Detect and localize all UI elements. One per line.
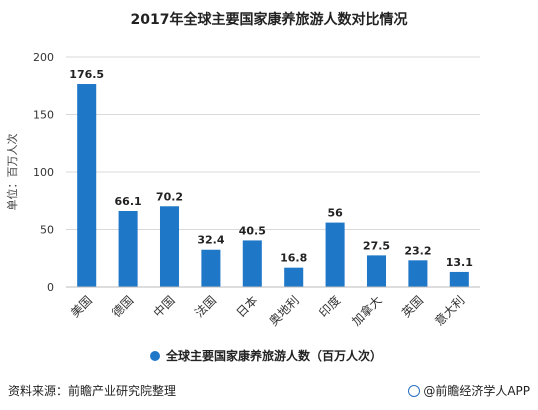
x-tick-label: 奥地利 (266, 293, 301, 328)
data-label: 40.5 (239, 224, 266, 237)
x-tick-label: 法国 (192, 293, 219, 320)
chart-title: 2017年全球主要国家康养旅游人数对比情况 (131, 11, 408, 28)
y-tick-labels: 0 50 100 150 200 (33, 51, 54, 294)
bar (408, 260, 428, 287)
bar (201, 249, 221, 287)
x-tick-label: 加拿大 (349, 293, 385, 329)
source-note: 资料来源：前瞻产业研究院整理 (8, 384, 177, 398)
legend-swatch (150, 351, 160, 361)
bar (118, 210, 138, 287)
bar (325, 222, 345, 287)
brand-logo-icon (408, 384, 421, 397)
bar (284, 267, 304, 287)
chart: 2017年全球主要国家康养旅游人数对比情况 0 50 100 150 200 单位：百万… (5, 11, 480, 363)
brand-credit: @前瞻经济学人APP (408, 382, 530, 399)
x-tick-label: 德国 (109, 293, 137, 321)
bars (77, 84, 469, 288)
data-label: 23.2 (404, 244, 431, 257)
grid-lines (66, 56, 480, 230)
x-tick-labels: 美国 德国 中国 法国 日本 奥地利 印度 加拿大 英国 意大利 (68, 293, 467, 329)
bar (366, 255, 387, 287)
legend-label: 全球主要国家康养旅游人数（百万人次） (165, 348, 382, 363)
y-tick-label: 100 (33, 166, 54, 179)
data-label: 56 (327, 207, 343, 220)
x-tick-label: 美国 (68, 293, 95, 320)
brand-text: @前瞻经济学人APP (423, 384, 530, 398)
y-tick-label: 50 (40, 224, 54, 237)
data-label: 66.1 (115, 195, 142, 208)
x-tick-label: 意大利 (431, 293, 467, 329)
y-axis-label: 单位：百万人次 (5, 134, 19, 211)
bar (449, 271, 469, 287)
x-tick-label: 中国 (150, 293, 178, 321)
bar (77, 84, 97, 288)
x-tick-label: 印度 (316, 293, 344, 321)
data-labels: 176.5 66.1 70.2 32.4 40.5 16.8 56 27.5 23.2 13.1 (69, 68, 473, 269)
data-label: 13.1 (446, 256, 473, 269)
data-label: 16.8 (280, 252, 307, 265)
data-label: 32.4 (197, 234, 224, 247)
legend: 全球主要国家康养旅游人数（百万人次） (150, 348, 382, 363)
data-label: 176.5 (69, 68, 104, 81)
y-tick-label: 150 (33, 109, 54, 122)
bar (159, 206, 180, 287)
x-tick-label: 日本 (234, 293, 261, 320)
x-tick-label: 英国 (399, 293, 426, 320)
y-tick-label: 200 (33, 51, 54, 64)
data-label: 70.2 (156, 190, 183, 203)
data-label: 27.5 (363, 239, 390, 252)
bar (242, 240, 262, 287)
y-tick-label: 0 (47, 281, 54, 294)
